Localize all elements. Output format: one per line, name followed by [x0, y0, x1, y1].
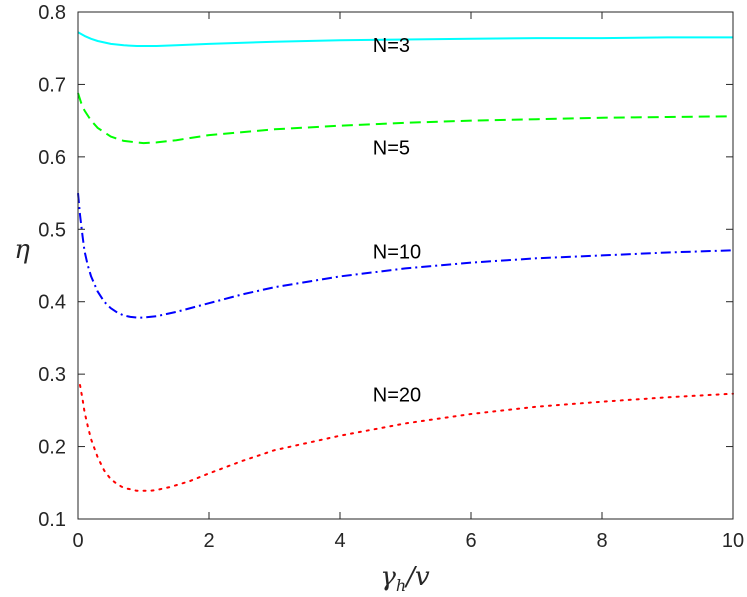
series-line-n5 — [77, 92, 734, 145]
y-tick-label: 0.1 — [38, 509, 66, 531]
x-tick-label: 0 — [72, 530, 83, 552]
x-axis-ticks: 0 2 4 6 8 10 — [72, 12, 744, 552]
y-tick-label: 0.8 — [38, 2, 66, 24]
x-tick-label: 4 — [334, 530, 345, 552]
series-line-n3 — [77, 31, 733, 47]
y-tick-label: 0.2 — [38, 437, 66, 459]
plot-area-frame — [77, 11, 734, 520]
y-tick-label: 0.7 — [38, 74, 66, 96]
series-annotation-label: N=3 — [373, 35, 410, 57]
y-tick-label: 0.3 — [38, 364, 66, 386]
series-annotation-label: N=10 — [373, 241, 421, 263]
y-tick-label: 0.5 — [38, 219, 66, 241]
x-axis-title: γh/v — [380, 562, 430, 595]
x-tick-label: 2 — [203, 530, 214, 552]
series-line-n10 — [77, 193, 734, 319]
y-tick-label: 0.6 — [38, 147, 66, 169]
series-annotation-label: N=20 — [373, 385, 421, 407]
x-tick-label: 8 — [596, 530, 607, 552]
y-axis-title: η — [14, 235, 30, 265]
x-tick-label: 10 — [722, 530, 744, 552]
series-lines — [77, 31, 734, 492]
series-annotation-label: N=5 — [373, 138, 410, 160]
series-annotations: N=3 N=5 N=10 N=20 — [373, 35, 421, 407]
y-axis-ticks: 0.1 0.2 0.3 0.4 0.5 0.6 0.7 0.8 — [38, 2, 733, 531]
y-tick-label: 0.4 — [38, 292, 66, 314]
x-tick-label: 6 — [465, 530, 476, 552]
